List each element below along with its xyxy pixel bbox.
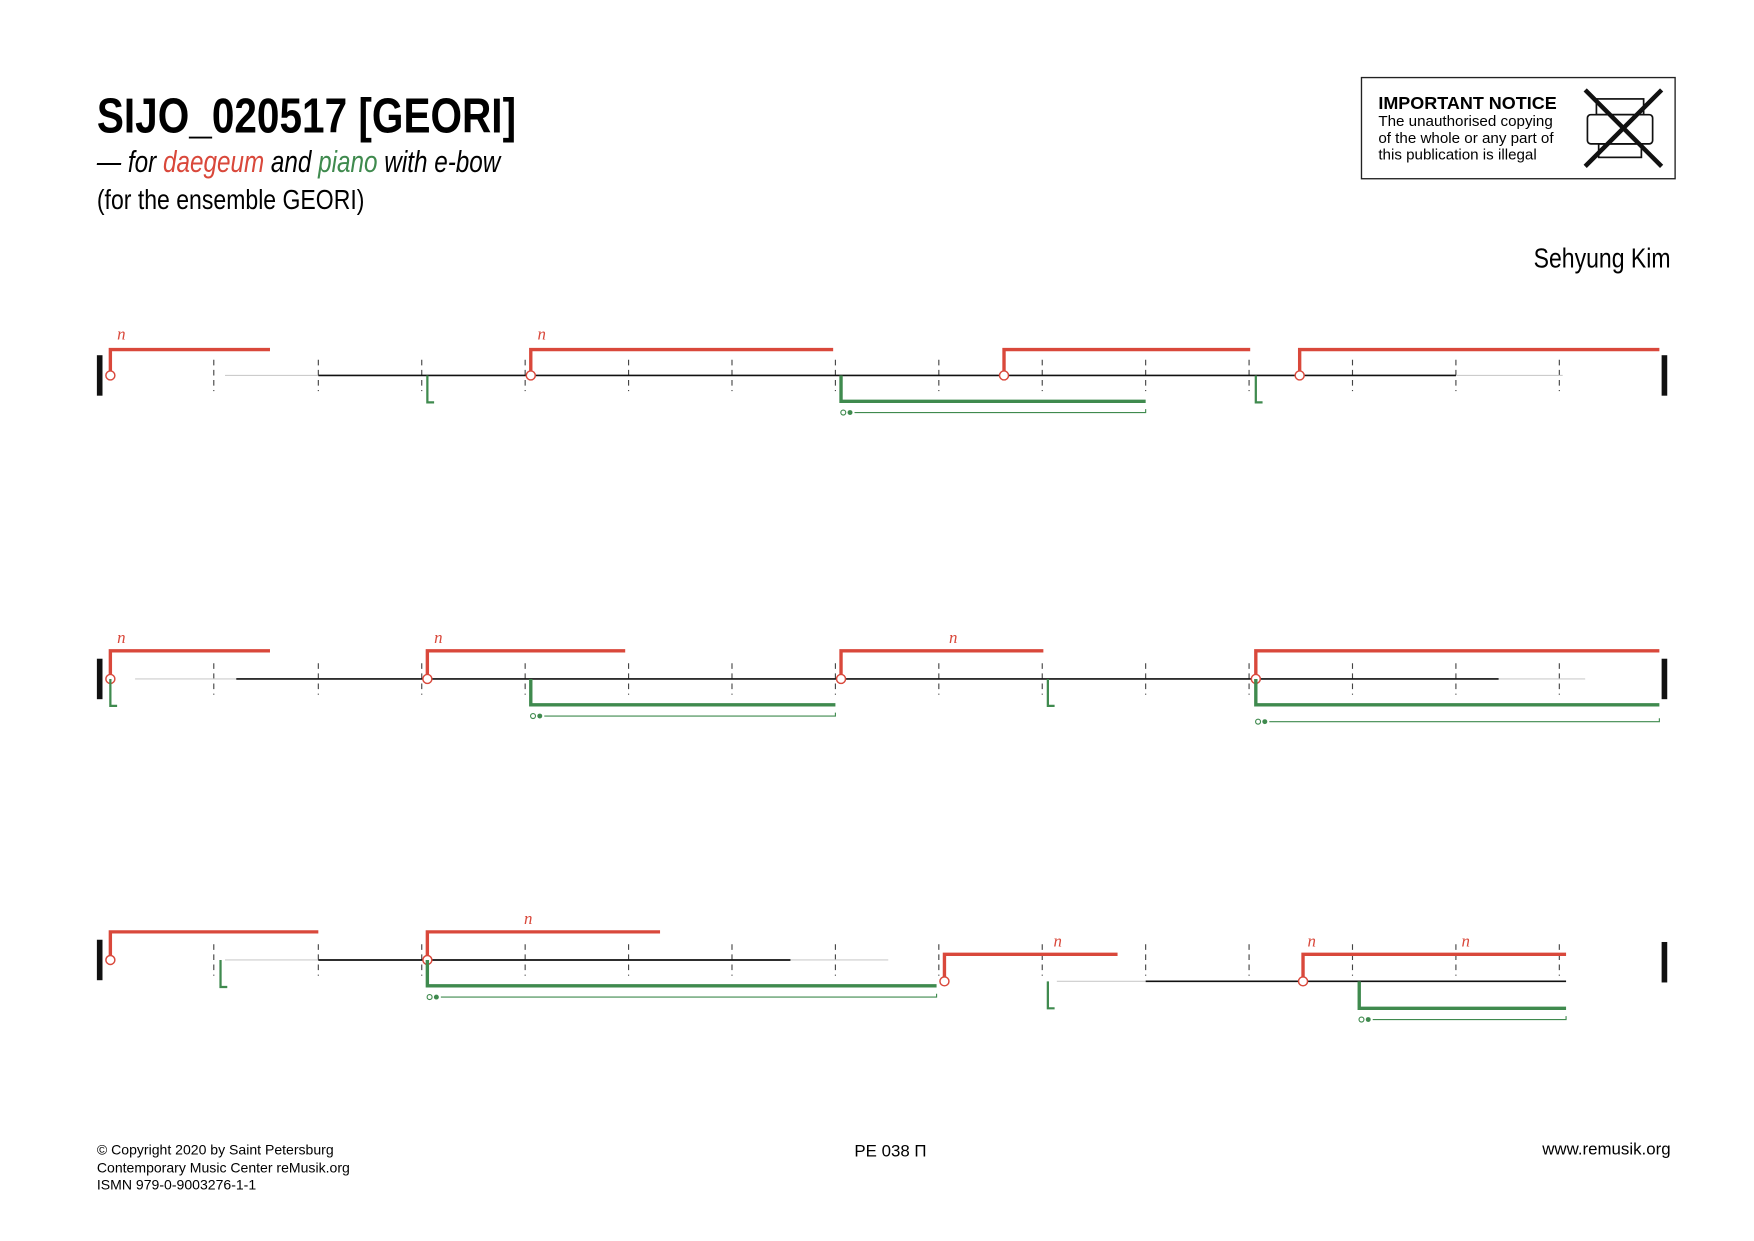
piano-hook: [219, 959, 228, 989]
composer: Sehyung Kim: [1534, 243, 1671, 274]
copier-icon: [1583, 88, 1664, 168]
piano-bar: [529, 678, 836, 707]
piano-hook: [109, 678, 118, 708]
instrument: daegeum: [163, 144, 264, 178]
pedal-line: [1372, 1016, 1567, 1021]
catalog: PE 038 П: [854, 1142, 926, 1161]
note-head: [525, 370, 537, 381]
pedal-dot: [1365, 1017, 1371, 1023]
pedal-dot: [537, 713, 543, 719]
pedal-dot: [426, 994, 433, 1001]
daegeum-bar: [425, 930, 661, 960]
natural-sign: n: [117, 324, 125, 343]
header: SIJO_020517 [GEORI] — for daegeum and pi…: [96, 88, 1671, 274]
pedal-dot: [529, 713, 537, 720]
pedal-dot: [1262, 719, 1268, 725]
barline: [1661, 941, 1668, 983]
piano-hook: [1046, 981, 1055, 1010]
daegeum-bar: [839, 649, 1044, 679]
piano-bar: [425, 959, 937, 988]
daegeum-bar: [942, 952, 1118, 982]
daegeum-bar: [1002, 347, 1251, 376]
notice-line: of the whole or any part of: [1378, 130, 1554, 147]
daegeum-bar: [1254, 649, 1660, 679]
notice-line: The unauthorised copying: [1378, 113, 1552, 130]
pedal-dot: [847, 410, 853, 416]
daegeum-bar: [108, 930, 319, 960]
note-head: [1297, 976, 1309, 987]
pedal-line: [440, 993, 938, 998]
daegeum-bar: [425, 649, 626, 679]
piano-bar: [1357, 981, 1567, 1010]
subtitle-and: and: [271, 144, 312, 178]
piano-hook: [426, 375, 435, 404]
barline: [96, 658, 103, 700]
pedal-dot: [1358, 1016, 1365, 1023]
barline: [96, 939, 103, 981]
note-head: [998, 370, 1010, 381]
barline: [96, 355, 103, 396]
piano-hook: [1046, 678, 1055, 708]
notice-heading: IMPORTANT NOTICE: [1378, 93, 1556, 113]
daegeum-bar: [1301, 952, 1567, 982]
pedal-dot: [840, 409, 847, 416]
natural-sign: n: [949, 628, 957, 647]
barline: [1661, 355, 1668, 396]
daegeum-bar: [108, 649, 270, 679]
notice-line: this publication is illegal: [1378, 147, 1536, 164]
natural-sign: n: [524, 909, 532, 928]
barline: [1661, 658, 1668, 700]
title: SIJO_020517 [GEORI]: [97, 88, 516, 144]
subtitle-prefix: — for: [96, 144, 158, 178]
pedal-line: [1269, 718, 1660, 723]
subtitle: — for daegeum and piano with e-bow: [96, 144, 502, 178]
natural-sign: n: [1462, 931, 1470, 950]
copyright: © Copyright 2020 by Saint Petersburg: [97, 1141, 334, 1157]
instrument: piano: [317, 144, 377, 178]
piano-bar: [1254, 678, 1660, 707]
note-head: [105, 370, 116, 381]
daegeum-bar: [529, 347, 834, 376]
copyright: ISMN 979-0-9003276-1-1: [97, 1176, 256, 1192]
notice: IMPORTANT NOTICE The unauthorised copyin…: [1360, 76, 1676, 180]
note-head: [105, 954, 116, 966]
pedal-line: [854, 409, 1147, 414]
website: www.remusik.org: [1541, 1139, 1670, 1158]
footer: © Copyright 2020 by Saint Petersburg Con…: [97, 1139, 1671, 1192]
natural-sign: n: [117, 628, 125, 647]
dedication: (for the ensemble GEORI): [97, 185, 365, 216]
daegeum-bar: [108, 347, 270, 376]
daegeum-bar: [1297, 347, 1660, 376]
piano-hook: [1254, 375, 1263, 404]
score: n n n n n n n n n: [96, 324, 1668, 1023]
note-head: [939, 976, 950, 987]
piano-bar: [839, 375, 1146, 403]
pedal-line: [544, 712, 836, 717]
copyright: Contemporary Music Center reMusik.org: [97, 1159, 350, 1175]
pedal-dot: [433, 994, 439, 1000]
natural-sign: n: [1308, 931, 1316, 950]
notice-box: [1360, 76, 1676, 180]
natural-sign: n: [434, 628, 442, 647]
natural-sign: n: [538, 324, 546, 343]
note-head: [1294, 370, 1305, 381]
note-head: [422, 673, 433, 685]
note-head: [835, 673, 847, 685]
subtitle-suffix: with e-bow: [384, 144, 502, 178]
natural-sign: n: [1053, 931, 1061, 950]
pedal-dot: [1255, 718, 1262, 725]
